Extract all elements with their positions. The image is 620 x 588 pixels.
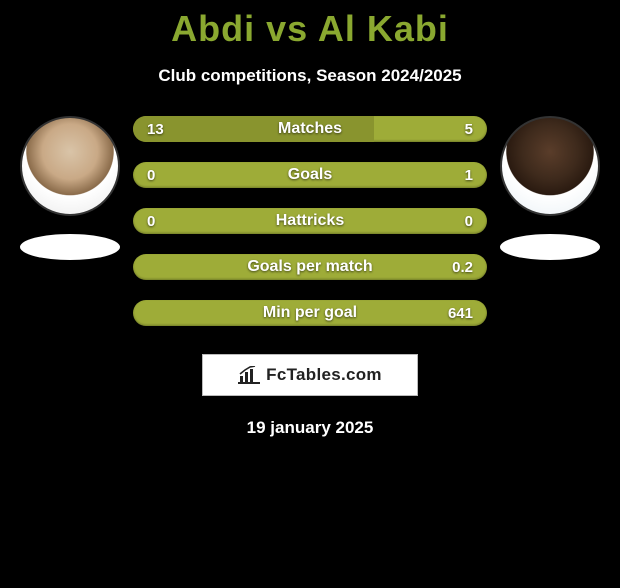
logo-text: FcTables.com — [266, 365, 382, 385]
player-left-avatar — [20, 116, 120, 216]
stat-label: Goals — [133, 166, 487, 184]
comparison-content: 13 Matches 5 0 Goals 1 0 Hattricks 0 Goa… — [0, 116, 620, 326]
stat-row-goals: 0 Goals 1 — [133, 162, 487, 188]
stat-bars: 13 Matches 5 0 Goals 1 0 Hattricks 0 Goa… — [133, 116, 487, 326]
stat-label: Goals per match — [133, 258, 487, 276]
page-title: Abdi vs Al Kabi — [0, 8, 620, 50]
subtitle: Club competitions, Season 2024/2025 — [0, 66, 620, 86]
chart-icon — [238, 366, 260, 384]
stat-value-right: 1 — [465, 167, 473, 184]
player-right-flag — [500, 234, 600, 260]
date-text: 19 january 2025 — [0, 418, 620, 438]
stat-value-right: 0 — [465, 213, 473, 230]
stat-value-right: 0.2 — [452, 259, 473, 276]
stat-label: Min per goal — [133, 304, 487, 322]
player-right-avatar — [500, 116, 600, 216]
stat-row-min-per-goal: Min per goal 641 — [133, 300, 487, 326]
stat-value-right: 641 — [448, 305, 473, 322]
stat-row-hattricks: 0 Hattricks 0 — [133, 208, 487, 234]
logo-box[interactable]: FcTables.com — [202, 354, 418, 396]
stat-value-right: 5 — [465, 121, 473, 138]
stat-row-goals-per-match: Goals per match 0.2 — [133, 254, 487, 280]
stat-row-matches: 13 Matches 5 — [133, 116, 487, 142]
player-right-column — [495, 116, 605, 260]
player-left-flag — [20, 234, 120, 260]
player-left-column — [15, 116, 125, 260]
stat-label: Hattricks — [133, 212, 487, 230]
stat-label: Matches — [133, 120, 487, 138]
